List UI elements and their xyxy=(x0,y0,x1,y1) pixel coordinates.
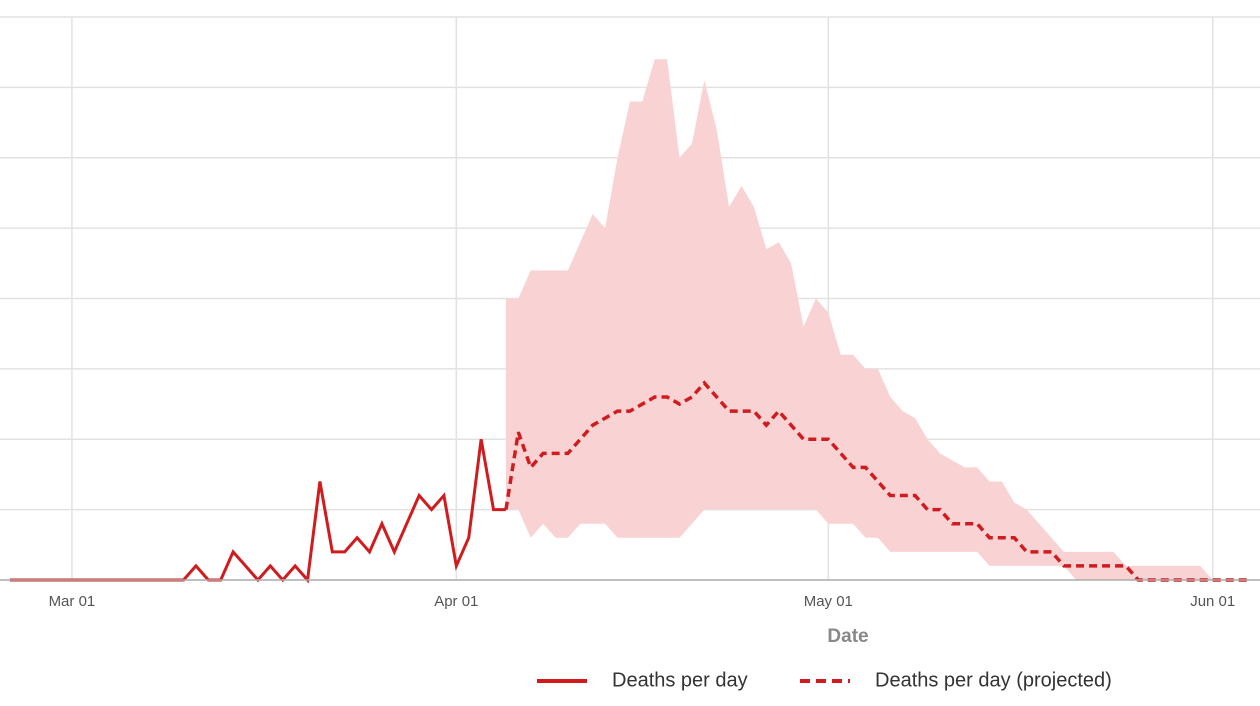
x-tick-label: May 01 xyxy=(804,593,853,610)
projected-line xyxy=(504,380,1250,582)
x-tick-label: Mar 01 xyxy=(49,593,96,610)
legend-label: Deaths per day xyxy=(612,669,748,691)
x-axis-title: Date xyxy=(827,626,868,647)
legend-label: Deaths per day (projected) xyxy=(875,669,1112,691)
legend: Deaths per day Deaths per day (projected) xyxy=(537,669,1112,691)
projection-band xyxy=(505,59,1250,581)
x-tick-label: Apr 01 xyxy=(434,593,478,610)
plot xyxy=(9,59,1250,584)
axis: Mar 01 Apr 01 May 01 Jun 01 xyxy=(0,579,1260,610)
x-tick-label: Jun 01 xyxy=(1190,593,1235,610)
